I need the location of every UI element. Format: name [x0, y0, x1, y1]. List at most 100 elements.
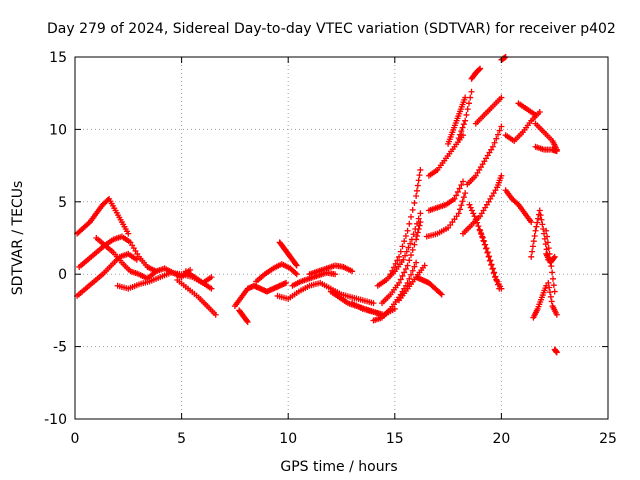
data-point [528, 219, 535, 226]
series-arc-23 [423, 190, 469, 240]
data-point [484, 249, 491, 256]
data-point [387, 271, 394, 278]
data-point [479, 234, 486, 241]
x-tick-label: 0 [71, 431, 80, 447]
data-point [458, 182, 465, 189]
series-arc-36 [515, 100, 539, 118]
data-point [415, 215, 422, 222]
data-point [468, 207, 475, 214]
data-point [463, 111, 470, 118]
data-point [349, 268, 356, 275]
data-point [456, 185, 463, 192]
series-arc-30 [472, 94, 505, 127]
data-point [417, 210, 424, 217]
data-point [421, 262, 428, 269]
data-point [407, 240, 414, 247]
data-point [392, 260, 399, 267]
data-point [462, 117, 469, 124]
data-point [465, 100, 472, 107]
data-point [437, 290, 444, 297]
data-point [459, 198, 466, 205]
data-point [496, 127, 503, 134]
data-point [283, 279, 290, 286]
data-point [394, 257, 401, 264]
data-point [539, 221, 546, 228]
data-point [528, 253, 535, 260]
series-arc-25 [425, 132, 467, 179]
data-point [491, 139, 498, 146]
data-point [417, 166, 424, 173]
data-point [399, 272, 406, 279]
series-arc-7 [182, 268, 215, 286]
data-point [467, 204, 474, 211]
data-point [498, 94, 505, 101]
data-point [413, 259, 420, 266]
data-point [389, 267, 396, 274]
data-point [550, 282, 557, 289]
series-arc-19 [379, 219, 424, 307]
data-point [529, 243, 536, 250]
series-arc-21 [396, 262, 428, 304]
data-point [545, 279, 552, 286]
data-point [405, 244, 412, 251]
data-point [543, 227, 550, 234]
y-tick-label: 0 [58, 267, 67, 283]
x-axis-title: GPS time / hours [280, 459, 397, 475]
series-arc-6 [174, 276, 219, 318]
data-point [477, 65, 484, 72]
data-point [474, 219, 481, 226]
data-point [544, 233, 551, 240]
data-point [535, 215, 542, 222]
data-point [397, 276, 404, 283]
data-point [404, 227, 411, 234]
series-arc-43 [545, 279, 560, 318]
data-point [460, 178, 467, 185]
data-point [411, 241, 418, 248]
data-point [470, 210, 477, 217]
data-point [544, 239, 551, 246]
data-point [451, 195, 458, 202]
data-point [471, 213, 478, 220]
data-point [549, 269, 556, 276]
data-point [417, 219, 424, 226]
data-point [402, 252, 409, 259]
data-point [404, 262, 411, 269]
data-point [212, 311, 219, 318]
x-tick-label: 5 [177, 431, 186, 447]
series-arc-24 [425, 178, 467, 214]
series-arc-33 [477, 227, 503, 292]
plot-frame [74, 56, 609, 420]
y-tick-label: -10 [44, 412, 67, 428]
data-point [553, 311, 560, 318]
series-arc-41 [530, 282, 550, 321]
series-arc-9 [236, 307, 251, 325]
data-point [397, 248, 404, 255]
y-axis-title: SDTVAR / TECUs [10, 181, 26, 296]
data-point [553, 349, 560, 356]
data-point [390, 264, 397, 271]
data-point [498, 172, 505, 179]
data-point [532, 111, 539, 118]
data-point [475, 223, 482, 230]
data-point [416, 172, 423, 179]
data-point [486, 253, 493, 260]
axis-ticks: 0 5 10 15 20 25 -10 -5 0 5 10 15 [44, 50, 617, 447]
series-arc-29 [464, 123, 505, 188]
data-point [411, 199, 418, 206]
data-point [549, 275, 556, 282]
data-point [476, 66, 483, 73]
data-point [406, 275, 413, 282]
data-point [457, 206, 464, 213]
data-point [408, 271, 415, 278]
data-point [399, 243, 406, 250]
data-point [459, 124, 466, 131]
data-point [460, 194, 467, 201]
data-point [537, 212, 544, 219]
data-point [480, 238, 487, 245]
data-point [531, 232, 538, 239]
data-point [529, 248, 536, 255]
y-tick-label: 10 [49, 122, 67, 138]
series-arc-20 [387, 166, 424, 278]
data-point [553, 148, 560, 155]
